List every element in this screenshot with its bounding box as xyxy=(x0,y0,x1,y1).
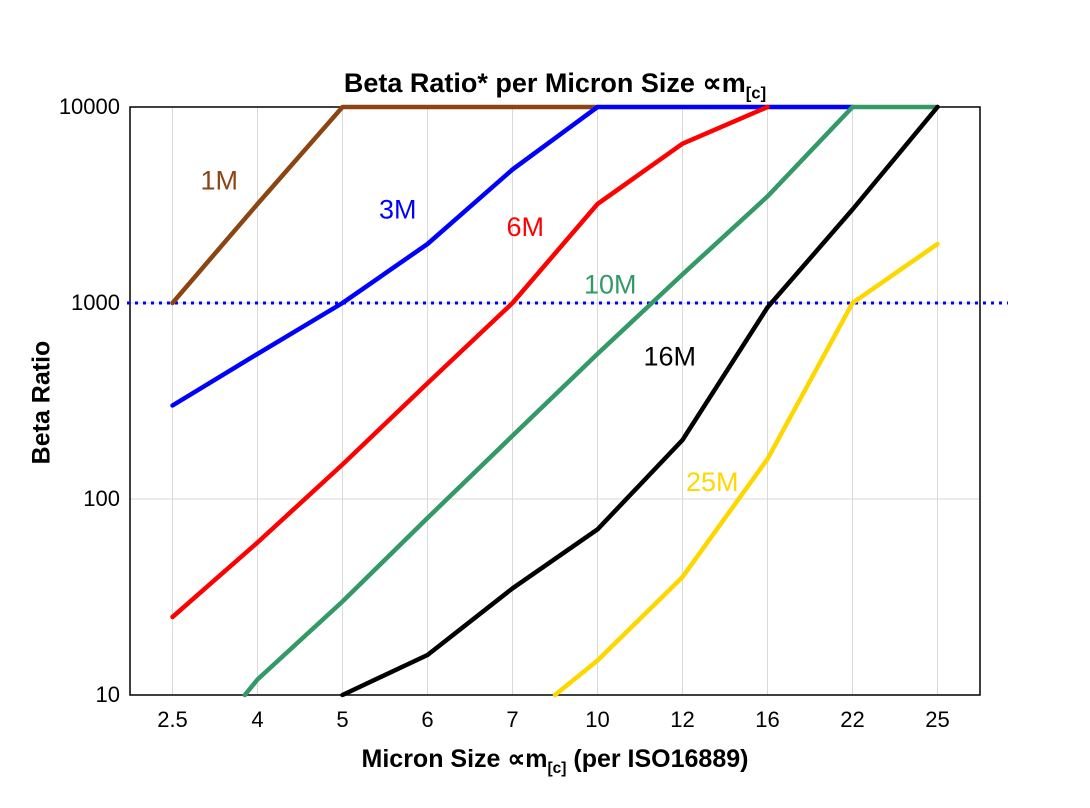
chart-title: Beta Ratio* per Micron Size ∝m[c] xyxy=(130,68,980,103)
y-tick-label: 100 xyxy=(83,486,120,511)
series-line-1M xyxy=(170,104,600,306)
x-axis-label-subscript: [c] xyxy=(547,760,567,777)
chart-title-text: Beta Ratio* per Micron Size ∝m xyxy=(343,68,746,98)
x-axis-label-suffix: (per ISO16889) xyxy=(566,745,749,773)
series-line-10M xyxy=(242,104,940,698)
series-label-6M: 6M xyxy=(506,212,544,242)
x-tick-label: 4 xyxy=(251,707,263,732)
x-tick-label: 22 xyxy=(840,707,864,732)
series-line-3M xyxy=(170,104,855,408)
x-tick-label: 25 xyxy=(925,707,949,732)
series-line-6M xyxy=(170,104,770,620)
x-tick-label: 6 xyxy=(421,707,433,732)
x-axis-label-text: Micron Size ∝m xyxy=(361,745,548,773)
y-tick-label: 1000 xyxy=(71,290,120,315)
series-label-10M: 10M xyxy=(584,269,637,299)
y-tick-label: 10000 xyxy=(59,94,120,119)
x-axis-label: Micron Size ∝m[c] (per ISO16889) xyxy=(130,744,980,778)
series-label-25M: 25M xyxy=(686,467,739,497)
chart-title-subscript: [c] xyxy=(745,83,767,103)
series-label-3M: 3M xyxy=(379,194,417,224)
x-tick-label: 5 xyxy=(336,707,348,732)
series-line-25M xyxy=(552,241,940,698)
series-line-16M xyxy=(340,104,940,698)
x-tick-label: 2.5 xyxy=(157,707,188,732)
x-tick-label: 12 xyxy=(670,707,694,732)
y-tick-label: 10 xyxy=(96,682,120,707)
series-label-1M: 1M xyxy=(200,165,238,195)
x-tick-label: 7 xyxy=(506,707,518,732)
series-label-16M: 16M xyxy=(643,341,696,371)
x-tick-label: 10 xyxy=(585,707,609,732)
x-tick-label: 16 xyxy=(755,707,779,732)
